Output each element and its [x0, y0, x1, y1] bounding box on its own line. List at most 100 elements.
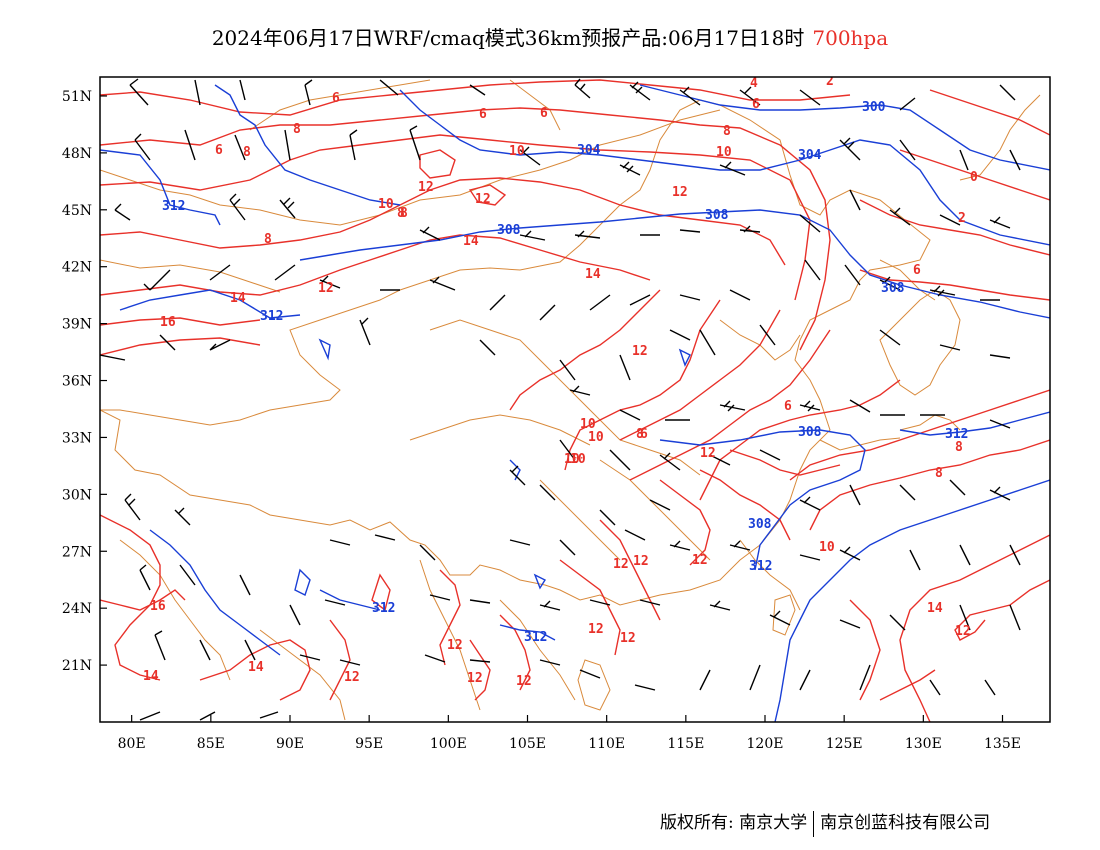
copyright-left: 版权所有: 南京大学	[660, 813, 808, 833]
height-label: 312	[162, 199, 185, 214]
temp-label: 6	[913, 263, 921, 278]
height-label: 300	[862, 100, 886, 115]
temp-label: 16	[150, 599, 166, 614]
temp-label: 12	[516, 674, 532, 689]
temp-label: 0	[970, 170, 978, 185]
lon-tick-label: 125E	[826, 736, 863, 752]
footer-divider	[813, 810, 815, 837]
temp-label: 2	[826, 74, 834, 89]
temp-label: 12	[588, 622, 604, 637]
temp-label: 6	[640, 427, 648, 442]
temp-label: 8	[636, 427, 644, 442]
temp-label: 6	[752, 97, 760, 112]
plot-area	[100, 77, 1050, 722]
temp-label: 10	[588, 430, 604, 445]
temp-label: 12	[955, 624, 971, 639]
temp-label: 12	[318, 281, 334, 296]
copyright-footer: 版权所有: 南京大学 南京创蓝科技有限公司	[660, 808, 990, 837]
height-label: 312	[749, 559, 772, 574]
temp-label: 14	[463, 234, 479, 249]
temp-label: 10	[570, 452, 586, 467]
temp-label: 14	[143, 669, 159, 684]
title-level: 700hpa	[812, 26, 889, 50]
lat-tick-label: 24N	[62, 601, 92, 617]
temperature-contours	[100, 79, 1050, 722]
lon-tick-label: 115E	[667, 736, 704, 752]
temp-label: 12	[672, 185, 688, 200]
temp-label: 6	[784, 399, 792, 414]
height-label: 308	[705, 208, 729, 223]
temp-label: 12	[418, 180, 434, 195]
lon-tick-label: 90E	[276, 736, 304, 752]
temp-label: 6	[540, 106, 548, 121]
temp-label: 8	[243, 145, 251, 160]
temp-label: 12	[613, 557, 629, 572]
temp-label: 14	[230, 291, 246, 306]
lat-tick-label: 27N	[62, 544, 92, 560]
title-main: 2024年06月17日WRF/cmaq模式36km预报产品:06月17日18时	[211, 26, 805, 50]
temp-label: 4	[750, 76, 758, 91]
temp-label: 12	[700, 446, 716, 461]
temp-label: 12	[633, 554, 649, 569]
temp-label: 16	[160, 315, 176, 330]
temp-label: 8	[400, 206, 408, 221]
temp-label: 12	[620, 631, 636, 646]
height-label: 308	[798, 425, 822, 440]
height-label: 304	[577, 143, 601, 158]
height-label: 312	[260, 309, 283, 324]
temp-label: 12	[344, 670, 360, 685]
height-label: 312	[372, 601, 395, 616]
height-label: 308	[497, 223, 521, 238]
lon-tick-label: 105E	[509, 736, 546, 752]
temp-label: 14	[927, 601, 943, 616]
height-label: 312	[524, 630, 547, 645]
temp-label: 12	[692, 553, 708, 568]
temp-label: 8	[397, 206, 405, 221]
height-label: 304	[798, 148, 822, 163]
latitude-axis: 51N 48N 45N 42N 39N 36N 33N 30N 27N 24N 21N	[62, 89, 107, 674]
temp-label: 8	[723, 124, 731, 139]
lon-tick-label: 135E	[984, 736, 1021, 752]
lat-tick-label: 39N	[62, 317, 92, 333]
temp-label: 8	[955, 440, 963, 455]
temp-label: 6	[479, 107, 487, 122]
temp-label: 12	[467, 671, 483, 686]
lat-tick-label: 51N	[62, 89, 92, 105]
temp-label: 14	[248, 660, 264, 675]
temp-label: 10	[580, 417, 596, 432]
lat-tick-label: 42N	[62, 260, 92, 276]
height-label: 308	[881, 281, 905, 296]
temp-label: 10	[716, 145, 732, 160]
temp-label: 8	[293, 122, 301, 137]
temp-label: 8	[935, 466, 943, 481]
lon-tick-label: 100E	[430, 736, 467, 752]
height-label: 308	[748, 517, 772, 532]
temp-label: 12	[447, 638, 463, 653]
lat-tick-label: 30N	[62, 487, 92, 503]
lon-tick-label: 110E	[588, 736, 625, 752]
height-contours	[100, 84, 1050, 722]
wind-barbs	[100, 78, 1021, 721]
map-title: 2024年06月17日WRF/cmaq模式36km预报产品:06月17日18时 7…	[0, 22, 1100, 51]
temp-label: 10	[564, 452, 580, 467]
lon-tick-label: 85E	[197, 736, 225, 752]
lon-tick-label: 120E	[747, 736, 784, 752]
lat-tick-label: 45N	[62, 203, 92, 219]
temp-label: 12	[475, 192, 491, 207]
lon-tick-label: 130E	[905, 736, 942, 752]
lon-tick-label: 80E	[118, 736, 146, 752]
temp-label: 10	[509, 144, 525, 159]
height-label: 312	[945, 427, 968, 442]
temp-label: 10	[819, 540, 835, 555]
lon-tick-label: 95E	[355, 736, 383, 752]
temp-label: 2	[958, 211, 966, 226]
plot-frame	[99, 76, 1051, 723]
temp-label: 10	[378, 197, 394, 212]
height-labels: 312 308 304 300 304 308 308 312 308 308 …	[162, 100, 968, 645]
temp-label: 8	[264, 232, 272, 247]
temp-label: 6	[215, 143, 223, 158]
temperature-labels: 6 8 6 6 8 6 6 8 10 10 12 12 12 14 14 8 1…	[143, 74, 978, 689]
lat-tick-label: 36N	[62, 374, 92, 390]
weather-map: 6 8 6 6 8 6 6 8 10 10 12 12 12 14 14 8 1…	[62, 74, 1051, 752]
longitude-axis: 80E 85E 90E 95E 100E 105E 110E 115E 120E 125E 130E…	[118, 715, 1021, 752]
